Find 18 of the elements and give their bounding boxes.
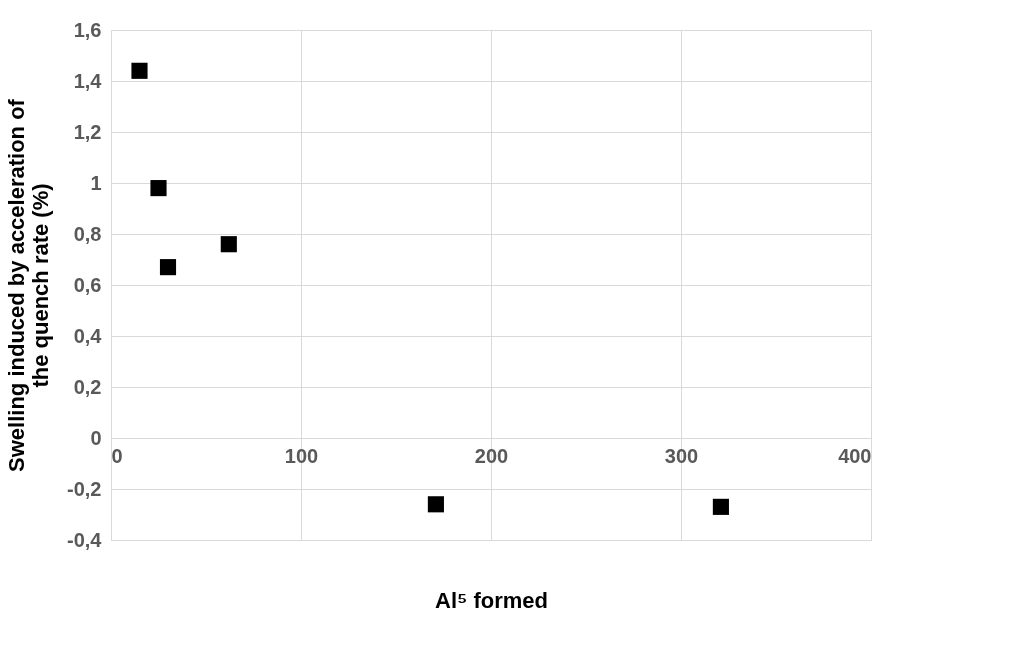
x-tick-label: 300 bbox=[664, 444, 699, 467]
y-tick-label: 0,2 bbox=[73, 375, 102, 398]
y-tick-label: 0 bbox=[90, 426, 102, 449]
y-tick-label: 1,4 bbox=[73, 69, 103, 92]
y-tick-label: 0,6 bbox=[73, 273, 102, 296]
y-tick-label: -0,4 bbox=[67, 528, 103, 551]
x-tick-label: 100 bbox=[284, 444, 319, 467]
y-tick-label: 1 bbox=[90, 171, 102, 194]
x-axis-title: Al⁵ formed bbox=[434, 587, 549, 613]
y-tick-label: 1,2 bbox=[73, 120, 102, 143]
x-tick-label: 400 bbox=[838, 444, 872, 467]
y-tick-label: 0,4 bbox=[73, 324, 103, 347]
y-tick-label: 1,6 bbox=[73, 18, 102, 41]
y-axis-title: Swelling induced by acceleration of the quench rate (%) bbox=[4, 98, 54, 472]
y-tick-label: -0,2 bbox=[67, 477, 102, 500]
y-tick-label: 0,8 bbox=[73, 222, 102, 245]
x-tick-label: 200 bbox=[474, 444, 509, 467]
x-tick-label: 0 bbox=[111, 444, 123, 467]
